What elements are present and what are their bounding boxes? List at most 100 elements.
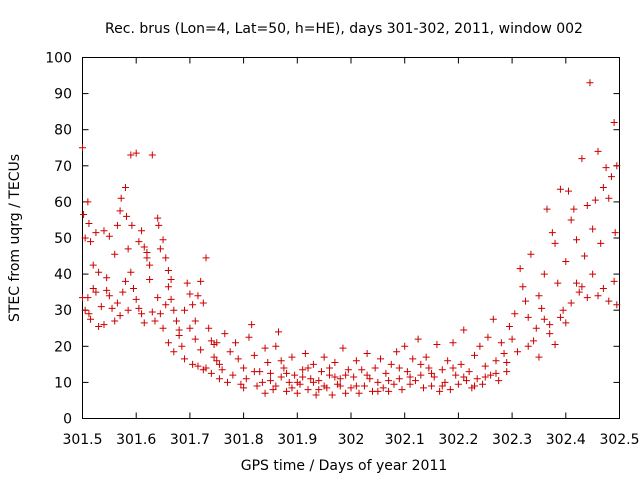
- data-point: [178, 342, 186, 350]
- data-point: [452, 371, 460, 379]
- data-point: [449, 364, 457, 372]
- data-point: [250, 368, 258, 376]
- data-point: [148, 308, 156, 316]
- data-point: [342, 389, 350, 397]
- data-point: [81, 234, 89, 242]
- data-point: [465, 368, 473, 376]
- data-point: [524, 342, 532, 350]
- data-point: [113, 299, 121, 307]
- data-point: [556, 185, 564, 193]
- data-point: [293, 389, 301, 397]
- data-point: [438, 366, 446, 374]
- data-point: [331, 359, 339, 367]
- data-point: [140, 319, 148, 327]
- data-point: [226, 348, 234, 356]
- data-point: [312, 391, 320, 399]
- data-point: [146, 276, 154, 284]
- data-point: [108, 304, 116, 312]
- data-point: [277, 373, 285, 381]
- x-tick-label: 301.5: [62, 432, 102, 448]
- data-point: [374, 378, 382, 386]
- data-point: [301, 350, 309, 358]
- data-point: [422, 353, 430, 361]
- data-point: [202, 254, 210, 262]
- data-point: [132, 149, 140, 157]
- x-tick-label: 302: [338, 432, 365, 448]
- data-point: [95, 268, 103, 276]
- data-point: [331, 373, 339, 381]
- data-point: [505, 322, 513, 330]
- data-point: [159, 324, 167, 332]
- data-point: [546, 330, 554, 338]
- data-point: [100, 321, 108, 329]
- data-point: [320, 353, 328, 361]
- data-point: [266, 369, 274, 377]
- y-tick-label: 10: [54, 375, 72, 391]
- data-point: [599, 183, 607, 191]
- data-point: [210, 340, 218, 348]
- data-point: [570, 205, 578, 213]
- data-point: [573, 236, 581, 244]
- data-point: [385, 377, 393, 385]
- data-point: [146, 261, 154, 269]
- data-point: [487, 371, 495, 379]
- y-axis-label: STEC from uqrg / TECUs: [7, 154, 23, 322]
- data-point: [492, 357, 500, 365]
- data-point: [516, 265, 524, 273]
- data-point: [116, 207, 124, 215]
- data-point: [143, 254, 151, 262]
- data-point: [522, 297, 530, 305]
- data-point: [207, 369, 215, 377]
- data-point: [535, 292, 543, 300]
- data-point: [613, 301, 621, 309]
- data-point: [223, 378, 231, 386]
- data-point: [84, 198, 92, 206]
- data-point: [589, 270, 597, 278]
- data-point: [511, 310, 519, 318]
- data-point: [140, 243, 148, 251]
- data-point: [240, 364, 248, 372]
- data-point: [611, 229, 619, 237]
- data-point: [309, 360, 317, 368]
- data-point: [403, 368, 411, 376]
- data-point: [417, 371, 425, 379]
- data-point: [89, 285, 97, 293]
- data-point: [336, 382, 344, 390]
- data-point: [283, 387, 291, 395]
- data-point: [320, 382, 328, 390]
- data-point: [138, 227, 146, 235]
- data-point: [240, 384, 248, 392]
- data-point: [540, 315, 548, 323]
- data-point: [567, 299, 575, 307]
- data-point: [546, 321, 554, 329]
- data-point: [503, 359, 511, 367]
- y-tick-label: 70: [54, 159, 72, 175]
- data-point: [479, 380, 487, 388]
- data-point: [551, 239, 559, 247]
- data-point: [377, 355, 385, 363]
- data-point: [315, 386, 323, 394]
- data-point: [285, 378, 293, 386]
- data-point: [583, 202, 591, 210]
- data-point: [527, 250, 535, 258]
- data-point: [154, 294, 162, 302]
- data-point: [489, 315, 497, 323]
- data-point: [261, 389, 269, 397]
- data-point: [181, 355, 189, 363]
- data-point: [594, 292, 602, 300]
- data-point: [159, 236, 167, 244]
- y-tick-label: 20: [54, 339, 72, 355]
- y-tick-label: 30: [54, 303, 72, 319]
- data-point: [124, 245, 132, 253]
- data-point: [229, 371, 237, 379]
- data-point: [288, 353, 296, 361]
- data-point: [213, 357, 221, 365]
- data-point: [446, 386, 454, 394]
- data-point: [371, 364, 379, 372]
- data-point: [350, 373, 358, 381]
- data-point: [460, 326, 468, 334]
- data-point: [411, 377, 419, 385]
- data-point: [170, 348, 178, 356]
- data-point: [589, 225, 597, 233]
